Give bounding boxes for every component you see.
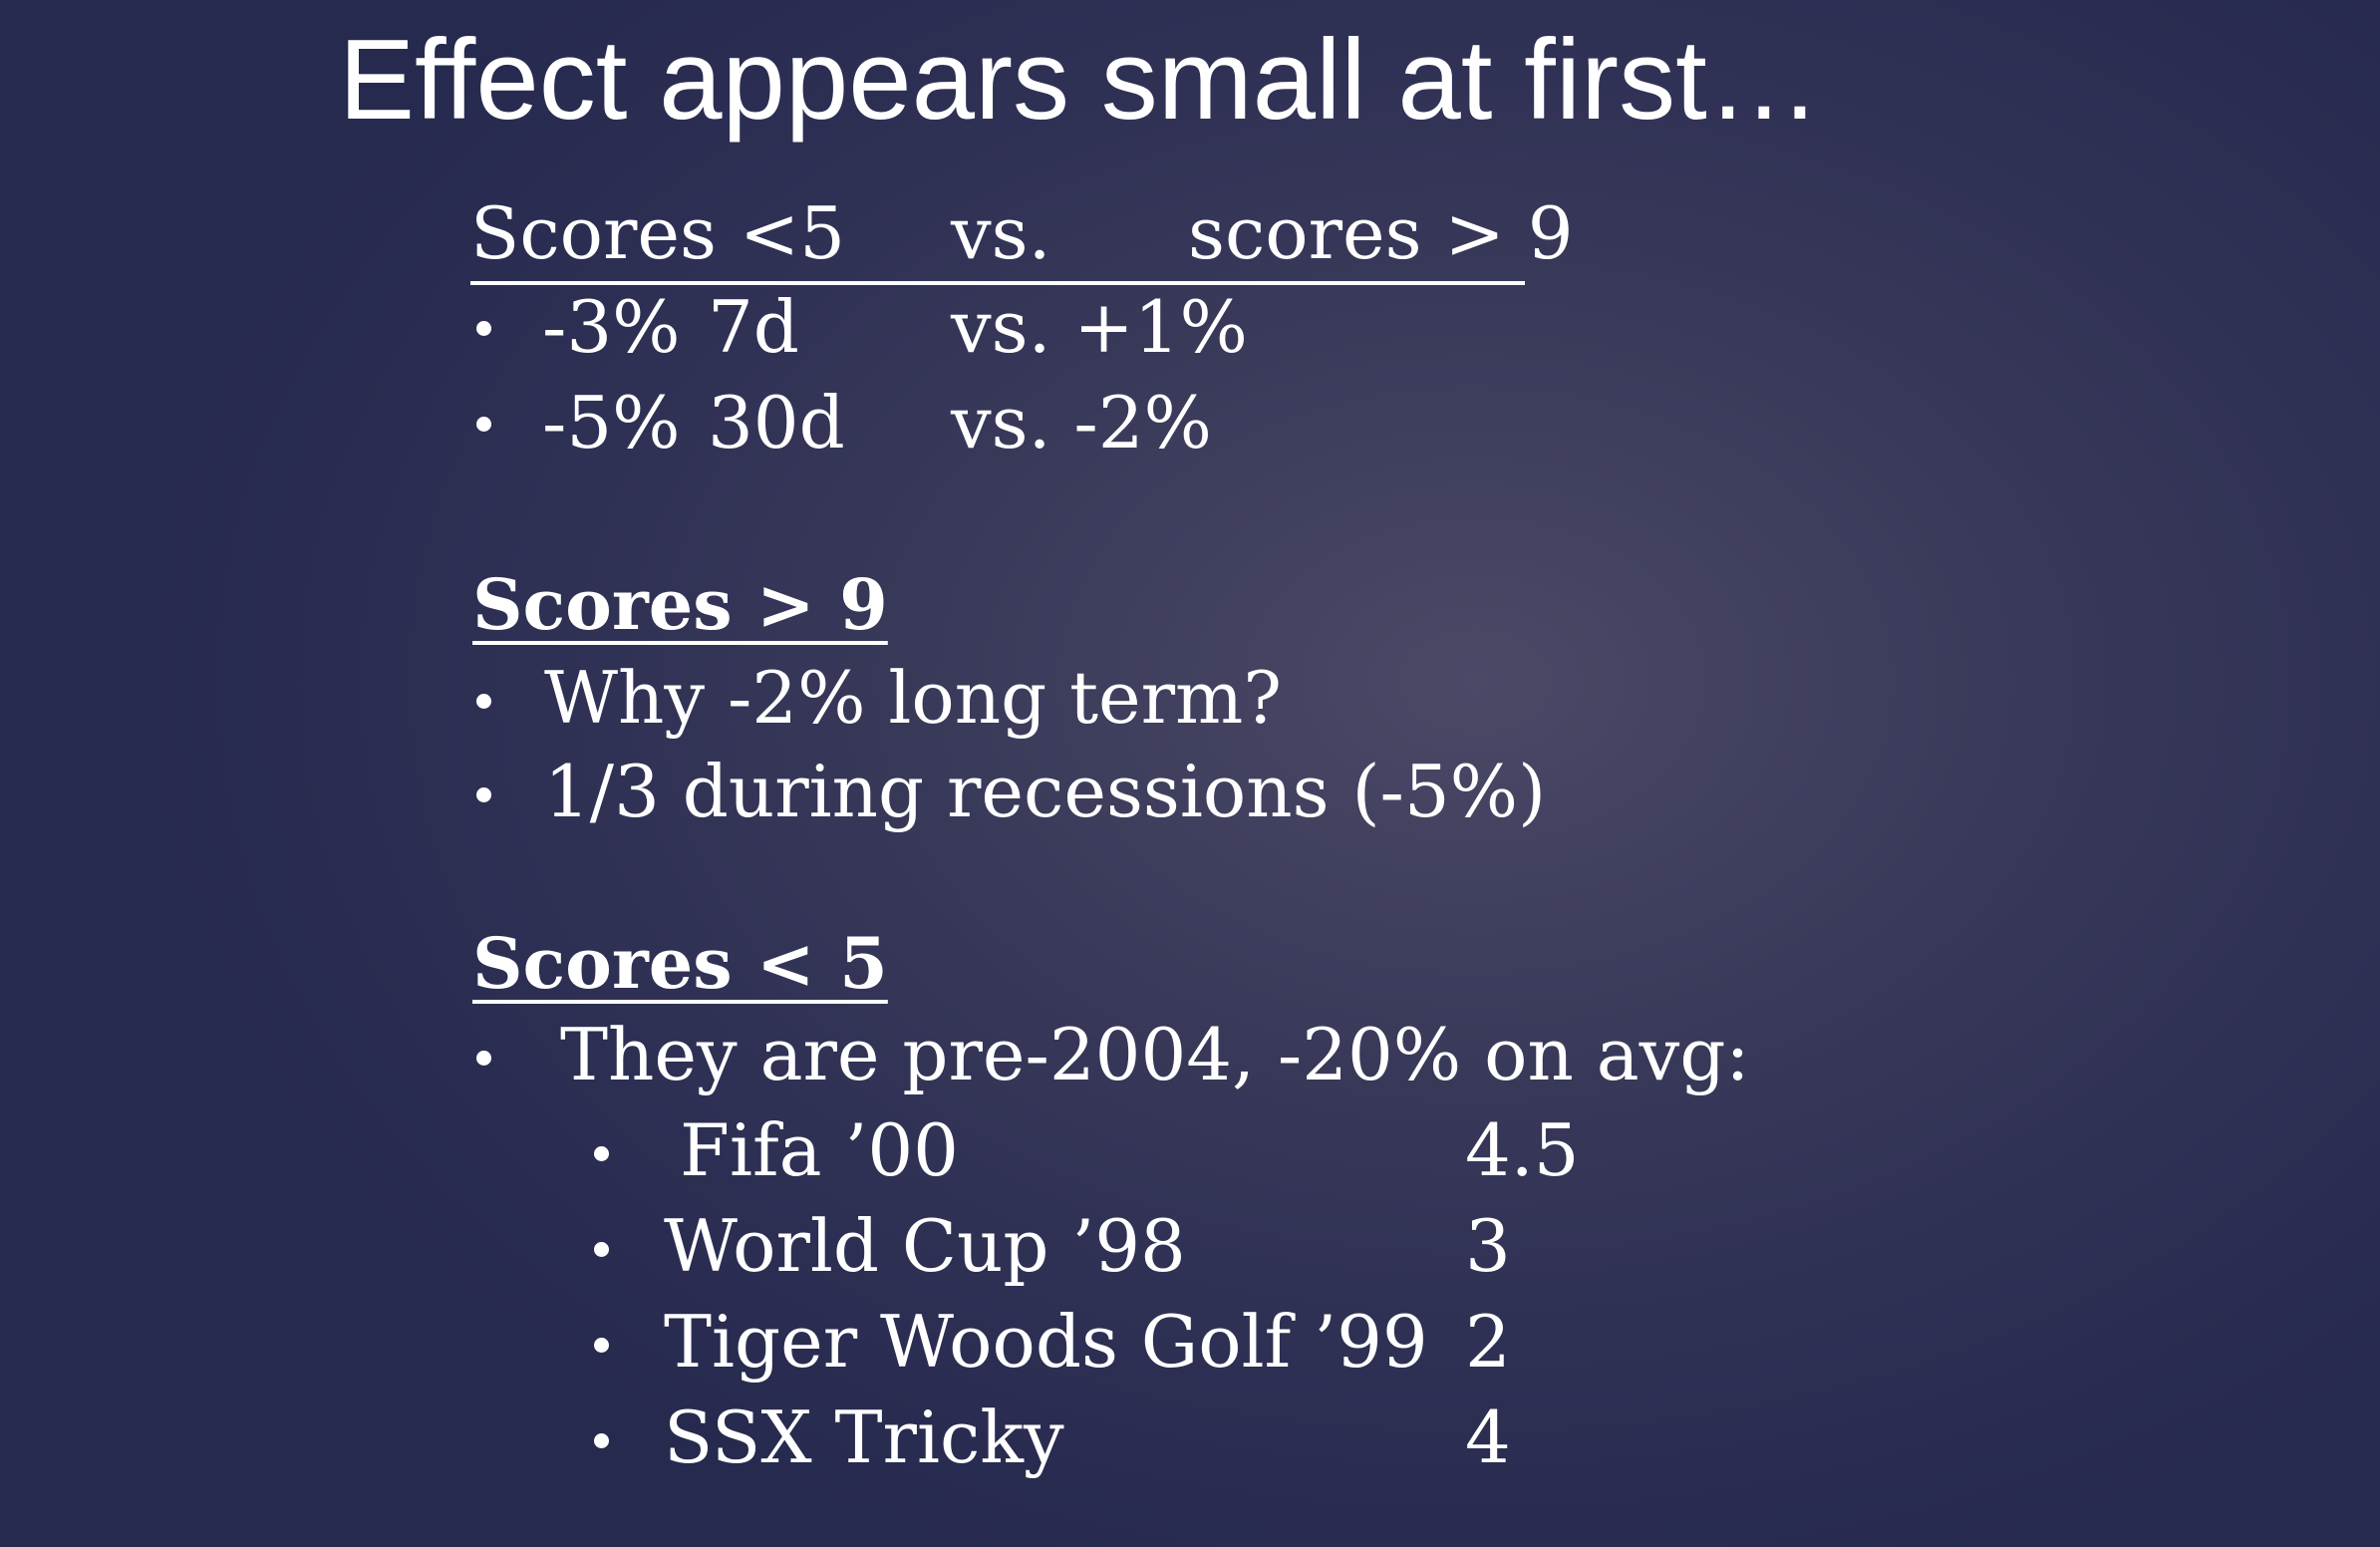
header-left: Scores <5	[470, 191, 845, 275]
low-scores-heading: Scores < 5	[472, 922, 888, 1005]
bullet-icon	[476, 787, 491, 802]
header-middle: vs.	[951, 191, 1051, 275]
slide-title: Effect appears small at first…	[339, 17, 1821, 144]
bullet-icon	[476, 417, 491, 432]
game-score: 2	[1465, 1300, 1511, 1384]
list-item-text: 1/3 during recessions (-5%)	[544, 750, 1547, 833]
game-score: 4.5	[1465, 1108, 1580, 1192]
row-high: vs. -2%	[951, 381, 1212, 464]
game-score: 4	[1465, 1395, 1511, 1479]
bullet-icon	[476, 1051, 491, 1066]
game-score: 3	[1465, 1204, 1511, 1288]
game-name: Fifa ’00	[680, 1108, 959, 1192]
comparison-header: Scores <5 vs. scores > 9	[470, 191, 1574, 285]
row-period: 7d	[708, 285, 799, 369]
game-name: Tiger Woods Golf ’99	[664, 1300, 1428, 1384]
bullet-icon	[594, 1433, 609, 1448]
header-right: scores > 9	[1188, 191, 1574, 275]
high-scores-heading: Scores > 9	[472, 563, 888, 646]
bullet-icon	[476, 321, 491, 336]
row-period: 30d	[708, 381, 845, 464]
list-item-text: They are pre-2004, -20% on avg:	[560, 1013, 1750, 1096]
row-low: -3%	[542, 285, 681, 369]
bullet-icon	[476, 694, 491, 709]
list-item-text: Why -2% long term?	[544, 656, 1282, 740]
bullet-icon	[594, 1338, 609, 1353]
game-name: World Cup ’98	[664, 1204, 1186, 1288]
row-high: vs. +1%	[951, 285, 1248, 369]
bullet-icon	[594, 1146, 609, 1161]
bullet-icon	[594, 1242, 609, 1257]
game-name: SSX Tricky	[664, 1395, 1064, 1479]
row-low: -5%	[542, 381, 681, 464]
